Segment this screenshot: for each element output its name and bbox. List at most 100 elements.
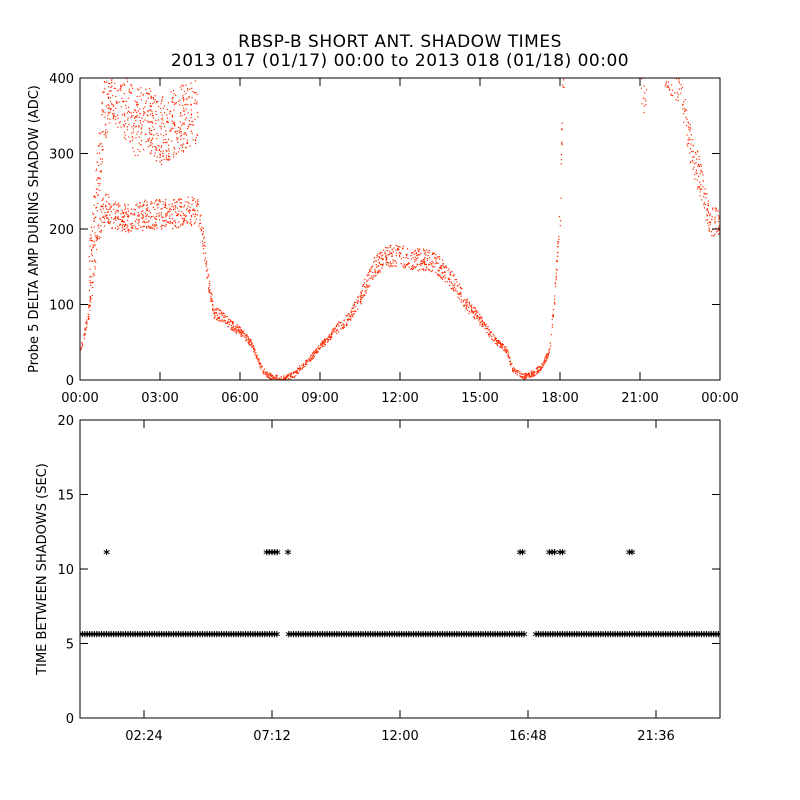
data-point: * xyxy=(458,630,465,645)
data-point xyxy=(402,245,405,247)
data-point xyxy=(414,249,416,251)
data-point xyxy=(502,344,505,346)
data-point xyxy=(357,301,359,303)
data-point xyxy=(203,248,205,250)
data-point xyxy=(104,218,106,220)
data-point xyxy=(690,128,692,130)
data-point xyxy=(275,376,277,378)
data-point xyxy=(91,275,93,278)
data-point xyxy=(678,78,680,80)
data-point xyxy=(135,110,137,112)
data-point xyxy=(299,370,301,372)
data-point xyxy=(688,137,690,139)
data-point xyxy=(115,107,117,109)
data-point xyxy=(674,67,675,68)
data-point xyxy=(406,248,408,250)
data-point xyxy=(164,138,167,140)
data-point xyxy=(407,257,409,259)
x-tick-label: 18:00 xyxy=(541,391,578,406)
data-point xyxy=(425,264,427,266)
data-point xyxy=(561,128,563,130)
data-point xyxy=(126,211,128,213)
data-point xyxy=(531,370,533,372)
data-point xyxy=(97,176,99,179)
data-point xyxy=(424,257,426,259)
data-point: * xyxy=(566,630,573,645)
data-point xyxy=(358,300,360,302)
data-point xyxy=(101,161,103,163)
data-point xyxy=(421,259,423,261)
data-point xyxy=(116,101,118,104)
data-point: * xyxy=(429,630,436,645)
data-point xyxy=(374,275,376,277)
data-point xyxy=(175,153,177,155)
data-point xyxy=(395,255,397,257)
data-point xyxy=(640,87,642,89)
data-point xyxy=(411,265,413,267)
data-point xyxy=(639,44,640,45)
data-point xyxy=(97,145,99,147)
data-point xyxy=(187,205,189,207)
data-point xyxy=(276,377,278,380)
data-point xyxy=(543,360,546,362)
data-point xyxy=(110,75,111,76)
data-point xyxy=(154,224,156,226)
data-point xyxy=(158,105,160,108)
data-point xyxy=(367,274,369,276)
data-point xyxy=(166,117,168,119)
data-point xyxy=(681,86,684,88)
data-point xyxy=(169,158,171,160)
data-point xyxy=(86,323,88,325)
data-point xyxy=(174,206,177,208)
data-point xyxy=(248,343,251,346)
data-point xyxy=(561,144,563,146)
data-point xyxy=(491,338,493,340)
data-point xyxy=(702,180,704,182)
data-point: * xyxy=(122,630,129,645)
data-point xyxy=(505,348,507,351)
data-point xyxy=(515,370,517,372)
data-point xyxy=(347,320,349,322)
data-point xyxy=(189,88,191,90)
data-point: * xyxy=(619,630,626,645)
data-point xyxy=(185,93,187,95)
data-point: * xyxy=(125,630,132,645)
data-point xyxy=(205,263,207,265)
data-point: * xyxy=(317,630,324,645)
data-point xyxy=(699,172,701,175)
data-point xyxy=(160,128,162,130)
data-point xyxy=(90,240,92,242)
data-point xyxy=(160,112,162,114)
data-point xyxy=(340,322,342,324)
data-point xyxy=(379,256,381,258)
data-point xyxy=(265,371,267,373)
data-point xyxy=(153,98,155,100)
data-point xyxy=(124,209,126,211)
data-point xyxy=(99,217,101,219)
data-point xyxy=(257,358,259,360)
data-point xyxy=(473,306,475,308)
data-point xyxy=(89,239,91,241)
data-point xyxy=(98,227,100,229)
data-point xyxy=(362,295,364,297)
data-point xyxy=(94,216,96,218)
data-point xyxy=(324,340,326,342)
data-point xyxy=(486,332,488,334)
data-point xyxy=(496,340,498,342)
data-point xyxy=(165,142,167,144)
data-point xyxy=(242,330,245,332)
data-point xyxy=(201,240,203,242)
data-point xyxy=(164,206,166,208)
data-point xyxy=(123,114,126,116)
data-point xyxy=(105,193,107,195)
data-point: * xyxy=(233,630,240,645)
data-point xyxy=(143,225,145,227)
data-point xyxy=(304,363,306,365)
data-point: * xyxy=(177,630,184,645)
data-point xyxy=(118,89,120,91)
data-point xyxy=(444,274,446,276)
data-point xyxy=(180,198,183,200)
data-point xyxy=(149,227,151,229)
data-point xyxy=(424,262,426,264)
data-point xyxy=(207,268,209,270)
